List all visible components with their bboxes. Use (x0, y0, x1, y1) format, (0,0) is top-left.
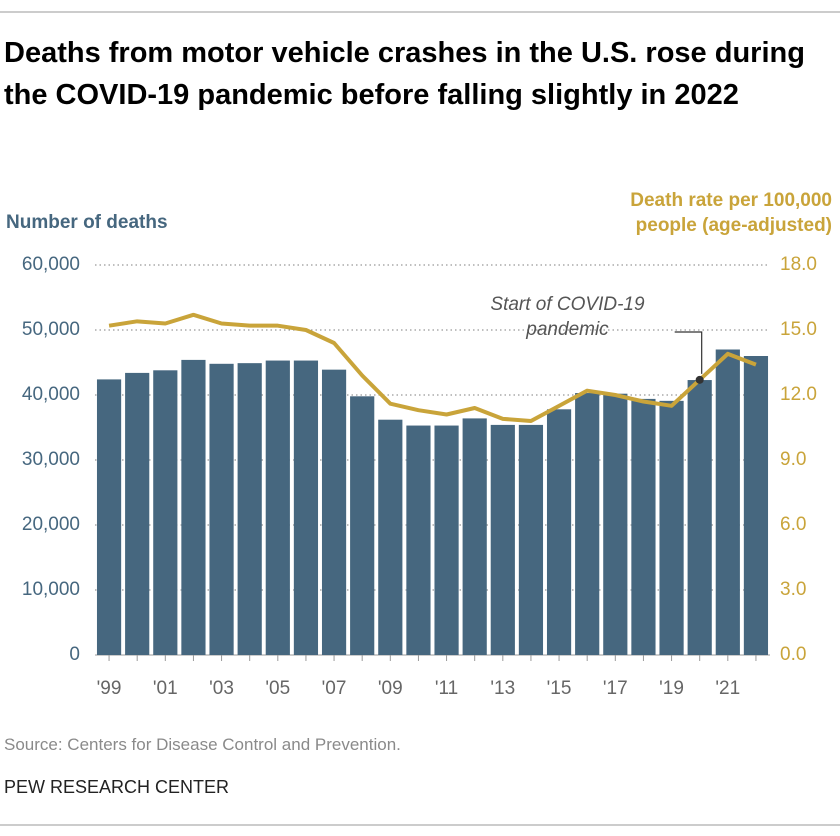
x-tick-label: '21 (715, 678, 740, 699)
y-tick-label: 20,000 (22, 514, 80, 535)
credit: PEW RESEARCH CENTER (4, 777, 230, 797)
bar (715, 349, 740, 655)
y2-tick-label: 18.0 (780, 254, 817, 275)
y2-tick-label: 6.0 (780, 514, 806, 535)
y-tick-label: 60,000 (22, 254, 80, 275)
x-tick-label: '01 (153, 678, 178, 699)
y2-tick-label: 15.0 (780, 319, 817, 340)
annotation: Start of COVID-19 pandemic (490, 294, 645, 340)
bar (237, 363, 262, 655)
bar (546, 409, 572, 655)
bar (631, 398, 656, 655)
y2-axis-label: Death rate per 100,000 people (age-adjus… (630, 190, 832, 236)
annotation-dot (695, 375, 704, 384)
bar (743, 356, 769, 655)
bar (125, 372, 150, 655)
bar (659, 400, 684, 655)
bar (265, 360, 290, 655)
bar (293, 360, 319, 655)
bar (181, 359, 206, 655)
y-tick-label: 10,000 (22, 579, 80, 600)
y-axis-label: Number of deaths (6, 212, 168, 233)
y-tick-label: 50,000 (22, 319, 80, 340)
y2-tick-label: 3.0 (780, 579, 806, 600)
y2-tick-label: 9.0 (780, 449, 806, 470)
bar (378, 419, 403, 655)
bar (153, 370, 178, 655)
x-tick-label: '19 (659, 678, 684, 699)
bar (350, 396, 375, 655)
x-tick-label: '99 (97, 678, 122, 699)
source: Source: Centers for Disease Control and … (4, 735, 401, 754)
y-tick-label: 0 (69, 644, 80, 665)
line (108, 312, 757, 423)
x-tick-label: '15 (547, 678, 572, 699)
bar (490, 424, 515, 655)
x-tick-label: '09 (378, 678, 403, 699)
x-tick-label: '17 (603, 678, 628, 699)
y2-tick-label: 0.0 (780, 644, 806, 665)
bar (209, 363, 234, 655)
x-tick-label: '05 (265, 678, 290, 699)
x-tick-label: '03 (209, 678, 234, 699)
y2-tick-label: 12.0 (780, 384, 817, 405)
bar (575, 393, 600, 655)
bar (406, 425, 431, 655)
x-tick-label: '11 (435, 678, 458, 699)
bar (687, 380, 712, 655)
bar (518, 424, 544, 655)
bar (462, 418, 487, 655)
x-tick-label: '13 (490, 678, 515, 699)
bar (321, 369, 347, 655)
chart-title: Deaths from motor vehicle crashes in the… (4, 37, 805, 111)
y-tick-label: 40,000 (22, 384, 80, 405)
bar (603, 393, 628, 655)
annotation-leader (674, 331, 703, 374)
x-tick-label: '07 (322, 678, 347, 699)
y-tick-label: 30,000 (22, 449, 80, 470)
bar (96, 379, 122, 655)
bar (434, 425, 459, 655)
